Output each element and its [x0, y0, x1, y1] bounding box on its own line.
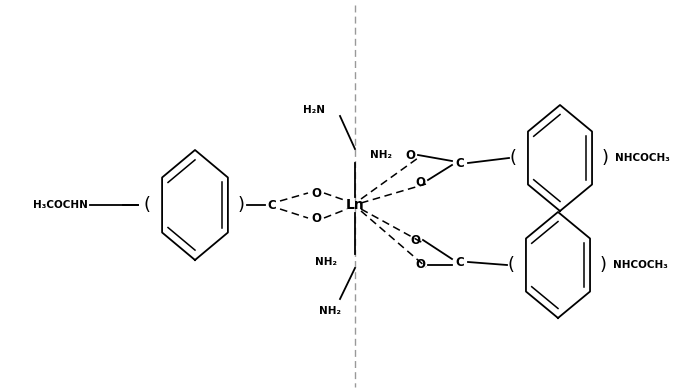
- Text: NH₂: NH₂: [319, 306, 341, 316]
- Text: O: O: [311, 212, 321, 225]
- Text: (: (: [144, 196, 151, 214]
- Text: Ln: Ln: [346, 198, 364, 212]
- Text: C: C: [267, 198, 276, 212]
- Text: O: O: [410, 234, 420, 247]
- Text: (: (: [509, 149, 516, 167]
- Text: H₃COCHN: H₃COCHN: [32, 200, 88, 210]
- Text: NH₂: NH₂: [315, 257, 337, 267]
- Text: O: O: [415, 258, 425, 272]
- Text: O: O: [311, 187, 321, 200]
- Text: NH₂: NH₂: [370, 150, 392, 160]
- Text: NHCOCH₃: NHCOCH₃: [613, 260, 668, 270]
- Text: C: C: [455, 156, 464, 169]
- Text: ): ): [600, 256, 607, 274]
- Text: O: O: [405, 149, 415, 162]
- Text: ): ): [601, 149, 609, 167]
- Text: C: C: [455, 256, 464, 269]
- Text: (: (: [507, 256, 515, 274]
- Text: O: O: [415, 176, 425, 189]
- Text: NHCOCH₃: NHCOCH₃: [615, 153, 670, 163]
- Text: H₂N: H₂N: [303, 105, 325, 115]
- Text: ): ): [238, 196, 245, 214]
- Text: ─: ─: [130, 200, 136, 210]
